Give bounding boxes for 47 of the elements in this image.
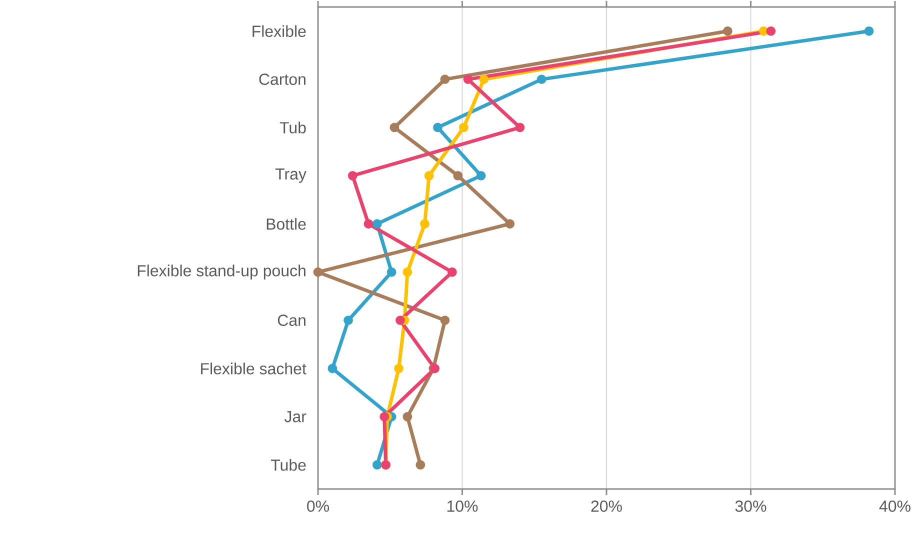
point — [864, 26, 874, 36]
y-tick-label: Flexible — [252, 25, 306, 37]
y-tick-label: Carton — [259, 74, 306, 85]
point — [344, 316, 353, 325]
x-tick-label: 10% — [447, 500, 478, 512]
point — [459, 122, 468, 132]
y-tick-label: Can — [278, 314, 306, 326]
y-tick-label: Tray — [275, 168, 306, 183]
point — [440, 74, 450, 84]
point — [505, 219, 515, 229]
point — [396, 316, 405, 325]
y-tick-label: Flexible stand-up pouch — [138, 264, 306, 280]
x-tick-label: 40% — [879, 500, 910, 512]
point — [433, 122, 442, 132]
point — [420, 219, 430, 229]
y-tick-label: Tube — [270, 459, 306, 471]
point — [440, 316, 450, 325]
point — [479, 74, 489, 84]
point — [313, 267, 323, 277]
point — [463, 74, 473, 84]
point — [390, 122, 400, 132]
point — [402, 267, 412, 277]
point — [328, 364, 338, 374]
y-tick-label: Flexible sachet — [201, 362, 306, 374]
point — [364, 219, 374, 229]
point — [380, 412, 390, 422]
y-tick-label: Jar — [284, 411, 306, 422]
point — [416, 460, 426, 470]
point — [515, 122, 525, 132]
point — [394, 364, 404, 374]
y-tick-label: Bottle — [266, 218, 306, 230]
y-tick-label: Tub — [280, 122, 306, 134]
point — [402, 412, 412, 422]
x-tick-label: 30% — [735, 500, 766, 512]
point — [386, 267, 396, 277]
point — [348, 171, 358, 180]
point — [424, 171, 434, 180]
x-tick-label: 20% — [591, 500, 622, 512]
point — [536, 74, 546, 84]
point — [372, 219, 382, 229]
point — [476, 171, 486, 180]
point — [447, 267, 457, 277]
point — [372, 460, 382, 470]
point — [766, 26, 776, 36]
x-tick-label: 0% — [307, 500, 329, 512]
point — [453, 171, 463, 180]
point — [723, 26, 732, 36]
